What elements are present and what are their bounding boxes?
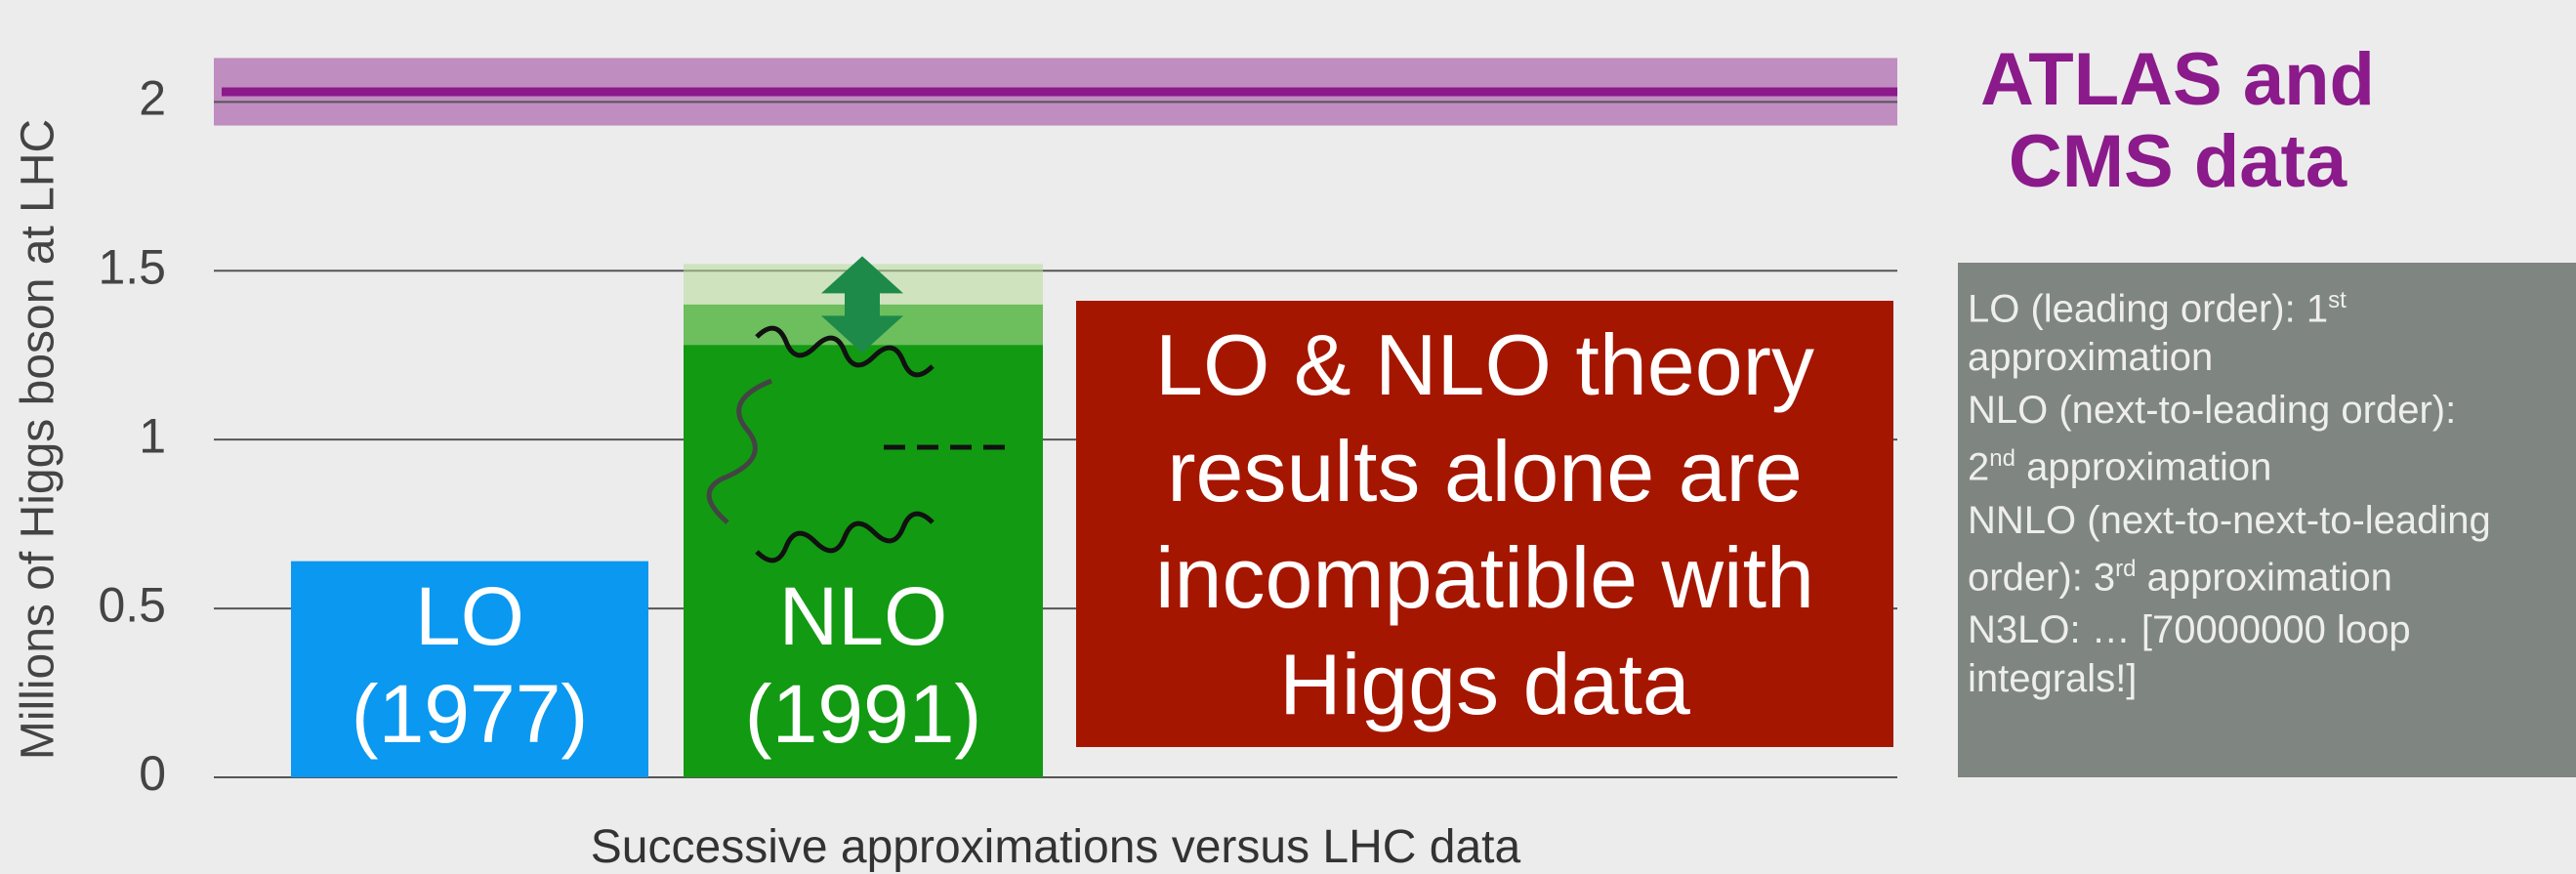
y-tick-label: 2 [139,71,166,126]
y-tick-label: 0 [139,746,166,801]
note-sup: st [2328,287,2347,313]
note: NLO (next-to-leading order): [1968,386,2566,435]
note-rest: approximation [2147,556,2392,599]
notes-box: LO (leading order): 1st approximation NLO… [1958,263,2576,777]
y-tick-label: 0.5 [98,577,166,632]
note-sup: rd [2115,556,2136,582]
bar-label: NLO (1991) [742,567,984,763]
note: N3LO: … [70000000 loop integrals!] [1968,605,2566,703]
note-text: 2 [1968,446,1989,489]
note-text: LO (leading order): 1 [1968,287,2328,330]
note: 2nd approximation [1968,435,2566,491]
note-sup: nd [1989,445,2015,472]
note: NNLO (next-to-next-to-leading order): 3r… [1968,496,2566,602]
slide: Millions of Higgs boson at LHC 0 0.5 1 1.5 2… [0,0,2576,873]
note-text: NLO (next-to-leading order): [1968,389,2456,432]
note: LO (leading order): 1st approximation [1968,276,2566,382]
note-rest: approximation [1968,336,2213,379]
bar-label: LO (1977) [350,567,590,763]
callout: LO & NLO theory results alone are incomp… [1076,301,1893,747]
y-axis-title: Millions of Higgs boson at LHC [13,119,64,760]
x-axis-title: Successive approximations versus LHC dat… [214,820,1897,874]
y-tick-label: 1.5 [98,239,166,294]
note-text: N3LO: … [70000000 loop integrals!] [1968,608,2411,700]
legend-title: ATLAS and CMS data [1914,39,2441,203]
y-tick-label: 1 [139,408,166,463]
note-rest: approximation [2026,446,2271,489]
callout-text: LO & NLO theory results alone are incomp… [1105,312,1864,737]
